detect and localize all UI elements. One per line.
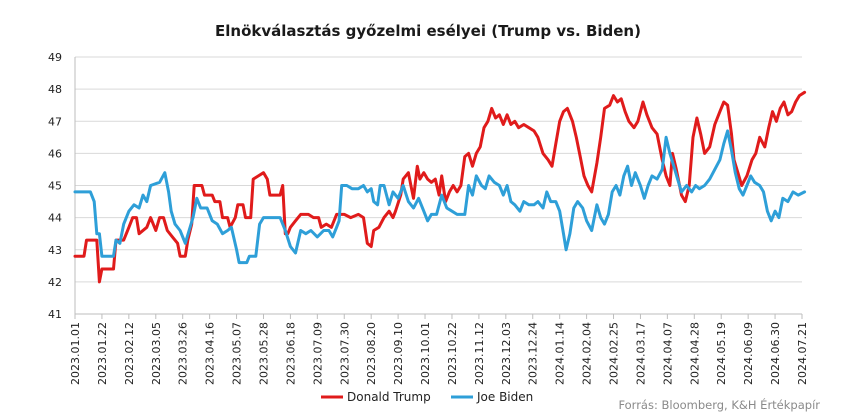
x-tick-label: 2024.02.25	[608, 322, 621, 385]
x-tick-label: 2024.04.07	[661, 322, 674, 385]
x-tick-label: 2023.07.30	[338, 322, 351, 385]
series-line-biden	[73, 129, 807, 265]
x-tick-label: 2024.06.09	[742, 322, 755, 385]
series-line-trump	[73, 90, 807, 284]
x-tick-label: 2023.07.09	[311, 322, 324, 385]
gridlines	[75, 56, 802, 315]
x-tick-label: 2023.09.10	[392, 322, 405, 385]
axes	[74, 57, 803, 319]
x-tick-label: 2023.02.12	[123, 322, 136, 385]
x-tick-label: 2023.12.03	[500, 322, 513, 385]
y-tick-label: 45	[48, 180, 62, 193]
x-tick-label: 2023.01.01	[69, 322, 82, 385]
legend-label-trump: Donald Trump	[347, 390, 431, 404]
x-tick-label: 2024.03.17	[634, 322, 647, 385]
x-tick-label: 2023.05.07	[231, 322, 244, 385]
y-axis-tick-labels: 41 42 43 44 45 46 47 48 49	[48, 51, 62, 321]
x-tick-label: 2023.10.01	[419, 322, 432, 385]
x-tick-label: 2024.07.21	[796, 322, 809, 385]
legend: Donald Trump Joe Biden	[321, 390, 533, 404]
x-tick-label: 2023.08.20	[365, 322, 378, 385]
x-tick-label: 2023.06.18	[284, 322, 297, 385]
y-tick-label: 41	[48, 308, 62, 321]
x-tick-label: 2023.05.28	[257, 322, 270, 385]
x-tick-label: 2023.11.12	[473, 322, 486, 385]
x-tick-label: 2024.04.28	[688, 322, 701, 385]
x-tick-label: 2023.03.26	[177, 322, 190, 385]
legend-label-biden: Joe Biden	[476, 390, 533, 404]
y-tick-label: 42	[48, 276, 62, 289]
x-tick-label: 2023.01.22	[96, 322, 109, 385]
x-axis-tick-labels: 2023.01.01 2023.01.22 2023.02.12 2023.03.05…	[69, 322, 809, 385]
x-tick-label: 2024.01.14	[554, 322, 567, 385]
y-tick-label: 46	[48, 147, 62, 160]
chart-title: Elnökválasztás győzelmi esélyei (Trump v…	[215, 22, 641, 40]
x-tick-label: 2023.03.05	[150, 322, 163, 385]
x-tick-label: 2024.02.04	[581, 322, 594, 385]
y-tick-label: 48	[48, 83, 62, 96]
y-tick-label: 43	[48, 244, 62, 257]
source-note: Forrás: Bloomberg, K&H Értékpapír	[618, 397, 820, 412]
x-tick-label: 2023.04.16	[204, 322, 217, 385]
x-tick-label: 2023.10.22	[446, 322, 459, 385]
y-tick-label: 44	[48, 212, 62, 225]
x-tick-label: 2024.06.30	[769, 322, 782, 385]
x-tick-label: 2024.05.19	[715, 322, 728, 385]
y-tick-label: 47	[48, 115, 62, 128]
series-lines	[73, 90, 807, 284]
y-tick-label: 49	[48, 51, 62, 64]
x-tick-label: 2023.12.24	[527, 322, 540, 385]
